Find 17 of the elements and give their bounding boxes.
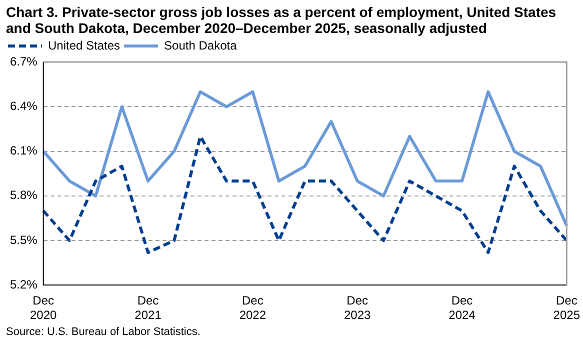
line-series — [42, 134, 568, 254]
y-tick-label: 6.1% — [10, 144, 38, 158]
legend-label: South Dakota — [164, 38, 238, 52]
chart-title: Chart 3. Private-sector gross job losses as a percent of employment, United States and South Dakota, December 2020–December 2025, seasonally adjusted — [5, 3, 558, 36]
x-tick-label: Dec 2024 — [448, 294, 476, 322]
y-tick-label: 6.7% — [10, 54, 38, 68]
source-note: Source: U.S. Bureau of Labor Statistics. — [5, 326, 202, 338]
y-tick-label: 5.2% — [10, 278, 38, 292]
y-tick-label: 5.8% — [10, 188, 38, 202]
x-tick-label: Dec 2020 — [30, 294, 58, 322]
legend-label: United States — [48, 38, 120, 52]
x-tick-label: Dec 2025 — [553, 294, 580, 322]
x-tick-label: Dec 2022 — [239, 294, 266, 322]
x-tick-label: Dec 2021 — [134, 294, 162, 322]
y-tick-label: 5.5% — [10, 232, 38, 247]
y-tick-label: 6.4% — [10, 98, 38, 113]
x-tick-label: Dec 2023 — [344, 294, 371, 322]
